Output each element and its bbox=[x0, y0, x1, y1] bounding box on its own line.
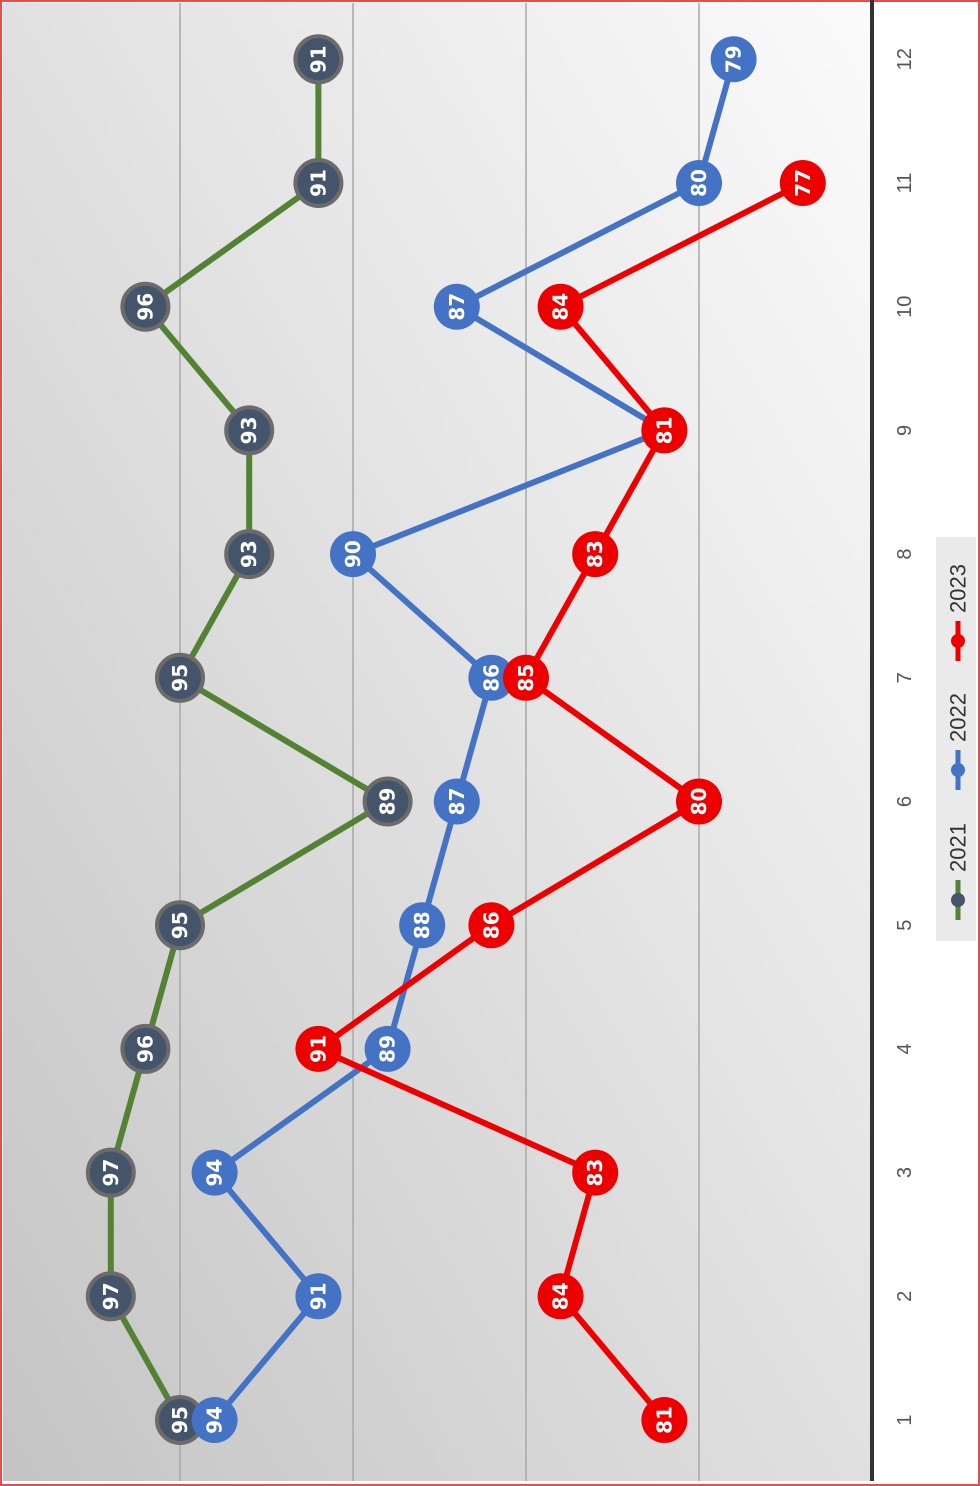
point-2022-3 bbox=[191, 1149, 238, 1196]
point-2023-3 bbox=[572, 1149, 619, 1196]
x-tick-label-10: 10 bbox=[894, 296, 916, 318]
legend-label-2022: 2022 bbox=[946, 693, 971, 742]
point-2023-4 bbox=[295, 1025, 342, 1072]
data-label-2021-9: 93 bbox=[237, 416, 261, 444]
data-label-2023-11: 77 bbox=[791, 169, 815, 197]
data-label-2022-1: 94 bbox=[203, 1406, 227, 1434]
point-2023-5 bbox=[468, 902, 515, 949]
x-tick-label-7: 7 bbox=[894, 672, 916, 683]
data-label-2023-2: 84 bbox=[549, 1282, 573, 1310]
data-label-2021-1: 95 bbox=[168, 1406, 192, 1434]
point-2023-10 bbox=[537, 283, 584, 330]
data-label-2022-4: 89 bbox=[376, 1035, 400, 1063]
data-label-2022-12: 79 bbox=[722, 45, 746, 73]
data-label-2021-5: 95 bbox=[168, 911, 192, 939]
point-2022-6 bbox=[433, 778, 480, 825]
data-label-2021-6: 89 bbox=[376, 788, 400, 816]
data-label-2021-11: 91 bbox=[306, 169, 330, 197]
legend-label-2023: 2023 bbox=[946, 564, 971, 613]
point-2021-5 bbox=[155, 900, 205, 951]
point-2021-2 bbox=[85, 1271, 136, 1322]
data-label-2022-10: 87 bbox=[445, 293, 469, 321]
data-label-2021-4: 96 bbox=[133, 1035, 157, 1063]
point-2023-7 bbox=[503, 654, 549, 701]
data-label-2022-2: 91 bbox=[306, 1282, 330, 1310]
data-label-2021-2: 97 bbox=[99, 1282, 123, 1310]
point-2021-10 bbox=[120, 281, 171, 332]
x-tick-label-3: 3 bbox=[894, 1167, 916, 1178]
legend-box bbox=[936, 537, 976, 941]
point-2022-11 bbox=[676, 160, 722, 206]
data-label-2023-3: 83 bbox=[583, 1159, 607, 1187]
data-label-2023-6: 80 bbox=[687, 788, 711, 816]
data-label-2022-3: 94 bbox=[203, 1159, 227, 1187]
legend: 2021 2022 2023 bbox=[936, 537, 976, 941]
legend-label-2021: 2021 bbox=[946, 823, 971, 872]
point-2023-8 bbox=[572, 531, 619, 578]
point-2023-1 bbox=[641, 1397, 688, 1443]
point-2022-7 bbox=[468, 654, 515, 701]
data-label-2022-8: 90 bbox=[341, 540, 365, 568]
gridlines bbox=[179, 3, 700, 1481]
data-label-2022-7: 86 bbox=[479, 664, 503, 692]
point-2021-9 bbox=[224, 405, 275, 456]
point-2021-6 bbox=[362, 776, 413, 827]
point-2021-4 bbox=[120, 1023, 171, 1074]
data-label-2023-9: 81 bbox=[652, 416, 676, 444]
data-label-2022-6: 87 bbox=[445, 788, 469, 816]
data-label-2021-12: 91 bbox=[306, 45, 330, 73]
point-2023-2 bbox=[537, 1273, 584, 1320]
x-tick-label-11: 11 bbox=[894, 173, 916, 194]
point-2021-11 bbox=[293, 158, 344, 208]
x-tick-label-8: 8 bbox=[894, 549, 916, 560]
point-2022-5 bbox=[399, 902, 446, 949]
series-2023: 81 84 83 91 86 80 85 83 81 84 77 bbox=[295, 160, 826, 1443]
point-2023-9 bbox=[641, 407, 688, 454]
x-tick-label-9: 9 bbox=[894, 425, 916, 436]
x-tick-label-12: 12 bbox=[894, 48, 916, 70]
data-label-2021-10: 96 bbox=[133, 293, 157, 321]
data-label-2021-7: 95 bbox=[168, 664, 192, 692]
data-label-2023-5: 86 bbox=[479, 911, 503, 939]
plot-area bbox=[3, 3, 872, 1481]
point-2021-8 bbox=[224, 529, 275, 580]
x-tick-label-2: 2 bbox=[894, 1291, 916, 1302]
point-2022-4 bbox=[364, 1025, 411, 1072]
point-2022-8 bbox=[330, 531, 376, 578]
point-2021-3 bbox=[85, 1147, 136, 1198]
x-tick-label-1: 1 bbox=[894, 1414, 916, 1425]
point-2022-1 bbox=[191, 1397, 238, 1443]
point-2022-2 bbox=[295, 1273, 342, 1320]
point-2023-11 bbox=[779, 160, 826, 206]
series-line-2022 bbox=[211, 58, 737, 1422]
x-tick-label-4: 4 bbox=[894, 1043, 916, 1054]
point-2022-12 bbox=[710, 36, 757, 83]
data-label-2022-5: 88 bbox=[410, 911, 434, 939]
data-label-2023-4: 91 bbox=[306, 1035, 330, 1063]
x-tick-label-5: 5 bbox=[894, 920, 916, 931]
data-label-2023-7: 85 bbox=[514, 664, 538, 692]
point-2021-7 bbox=[155, 652, 205, 703]
point-2022-10 bbox=[433, 283, 480, 330]
legend-marker-2023 bbox=[951, 634, 965, 648]
data-label-2023-8: 83 bbox=[583, 540, 607, 568]
data-label-2021-8: 93 bbox=[237, 540, 261, 568]
data-label-2023-10: 84 bbox=[549, 293, 573, 321]
data-label-2022-11: 80 bbox=[687, 169, 711, 197]
data-label-2021-3: 97 bbox=[99, 1159, 123, 1187]
point-2021-12 bbox=[293, 34, 344, 85]
data-label-2023-1: 81 bbox=[652, 1406, 676, 1434]
legend-marker-2021 bbox=[951, 893, 965, 907]
x-tick-label-6: 6 bbox=[894, 796, 916, 807]
series-group: 95 97 97 96 95 89 95 93 93 96 91 91 94 91 94 89 88 87 86 90… bbox=[85, 34, 826, 1445]
point-2023-6 bbox=[676, 778, 722, 825]
legend-marker-2022 bbox=[951, 763, 965, 777]
